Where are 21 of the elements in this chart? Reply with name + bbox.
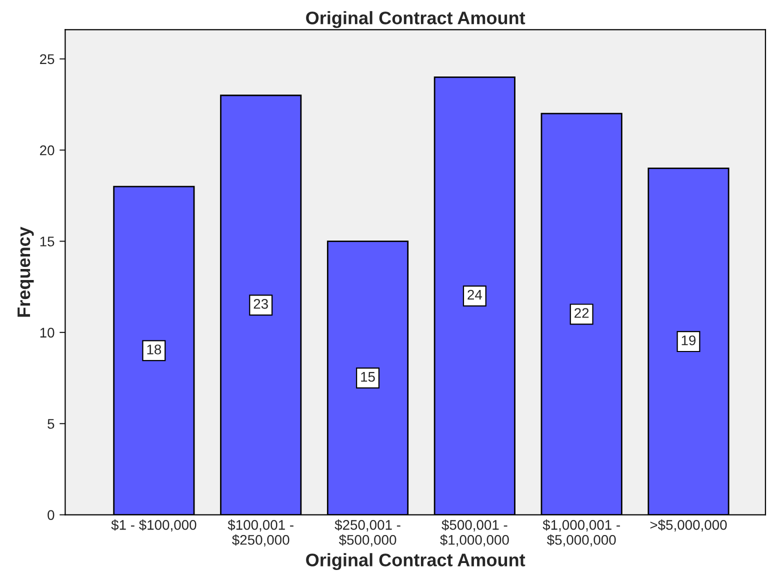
data-label: 15 [361, 372, 375, 382]
chart-title: Original Contract Amount [306, 11, 526, 28]
x-tick-label: $1,000,001 - $5,000,000 [542, 519, 620, 546]
data-label: 19 [682, 335, 696, 346]
y-tick-label: 0 [48, 510, 54, 520]
y-tick-label: 15 [40, 236, 54, 246]
y-tick-label: 20 [40, 145, 54, 156]
data-label: 18 [147, 344, 162, 354]
y-tick-label: 25 [40, 54, 54, 64]
data-label: 24 [468, 290, 482, 300]
x-tick-label: $250,001 - $500,000 [334, 519, 400, 546]
x-tick-label: $1 - $100,000 [111, 519, 196, 532]
y-tick-label: 10 [40, 328, 54, 338]
y-axis-title: Frequency [18, 226, 34, 317]
y-tick-label: 5 [48, 419, 54, 429]
x-axis-title: Original Contract Amount [306, 553, 526, 570]
data-label: 23 [254, 298, 268, 309]
x-tick-label: $100,001 - $250,000 [228, 519, 294, 546]
data-label: 22 [574, 308, 589, 318]
x-tick-label: >$5,000,000 [650, 519, 727, 532]
x-tick-label: $500,001 - $1,000,000 [440, 519, 509, 546]
